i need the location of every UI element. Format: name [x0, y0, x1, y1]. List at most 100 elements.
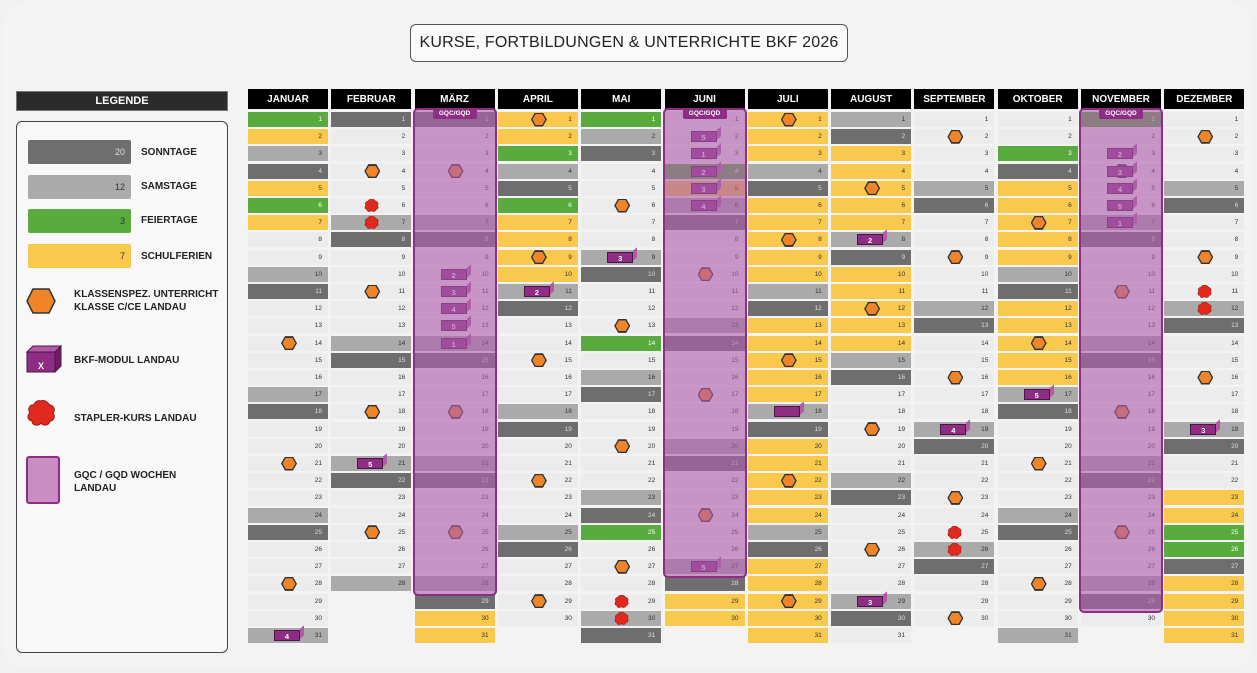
day-cell[interactable]: 21 — [664, 456, 745, 471]
day-cell[interactable]: 7 — [914, 215, 995, 231]
day-cell[interactable]: 3 — [747, 146, 828, 162]
day-cell[interactable]: 10 — [581, 266, 662, 282]
day-cell[interactable]: 23 — [497, 490, 578, 506]
day-cell[interactable]: 16 — [1081, 370, 1161, 385]
day-cell[interactable]: 24 — [497, 507, 578, 523]
day-cell[interactable]: 2 — [414, 129, 495, 145]
day-cell[interactable]: 16 — [747, 370, 828, 385]
day-cell[interactable]: 11 — [747, 284, 828, 299]
day-cell[interactable]: 9 — [331, 249, 412, 265]
day-cell[interactable]: 3 — [581, 146, 662, 162]
day-cell[interactable]: 5 — [581, 180, 662, 196]
day-cell[interactable]: 6 — [747, 198, 828, 213]
day-cell[interactable]: 17 — [747, 387, 828, 403]
day-cell[interactable]: 18 — [497, 404, 578, 420]
day-cell[interactable]: 14 — [747, 335, 828, 351]
day-cell[interactable]: 2 — [997, 129, 1078, 145]
day-cell[interactable]: 29 — [414, 593, 495, 609]
day-cell[interactable]: 10 — [747, 266, 828, 282]
day-cell[interactable]: 16 — [831, 370, 912, 385]
day-cell[interactable]: 22 — [664, 473, 745, 489]
day-cell[interactable]: 15 — [581, 352, 662, 368]
day-cell[interactable]: 20 — [1164, 438, 1245, 454]
day-cell[interactable]: 1 — [831, 112, 912, 127]
day-cell[interactable]: 16 — [331, 370, 412, 385]
day-cell[interactable]: 21 — [414, 456, 495, 471]
day-cell[interactable]: 30 — [414, 610, 495, 626]
day-cell[interactable]: 20 — [664, 438, 745, 454]
day-cell[interactable]: 8 — [497, 232, 578, 248]
day-cell[interactable]: 28 — [497, 576, 578, 592]
day-cell[interactable]: 27 — [414, 559, 495, 575]
day-cell[interactable]: 1 — [581, 112, 662, 127]
day-cell[interactable]: 19 — [331, 421, 412, 437]
day-cell[interactable]: 5 — [914, 180, 995, 196]
day-cell[interactable]: 19 — [581, 421, 662, 437]
day-cell[interactable]: 21 — [1164, 456, 1245, 471]
day-cell[interactable]: 28 — [914, 576, 995, 592]
day-cell[interactable]: 18 — [248, 404, 328, 420]
day-cell[interactable]: 16 — [581, 370, 662, 385]
day-cell[interactable]: 7 — [747, 215, 828, 231]
day-cell[interactable]: 12 — [497, 301, 578, 317]
day-cell[interactable]: 3 — [1164, 146, 1245, 162]
day-cell[interactable]: 3 — [997, 146, 1078, 162]
day-cell[interactable]: 21 — [581, 456, 662, 471]
day-cell[interactable]: 21 — [497, 456, 578, 471]
day-cell[interactable]: 28 — [414, 576, 495, 592]
day-cell[interactable]: 6 — [1164, 198, 1245, 213]
day-cell[interactable]: 19 — [997, 421, 1078, 437]
day-cell[interactable]: 1 — [997, 112, 1078, 127]
day-cell[interactable]: 27 — [747, 559, 828, 575]
day-cell[interactable]: 31 — [747, 628, 828, 643]
day-cell[interactable]: 23 — [1081, 490, 1161, 506]
day-cell[interactable]: 23 — [997, 490, 1078, 506]
day-cell[interactable]: 9 — [1081, 249, 1161, 265]
day-cell[interactable]: 13 — [831, 318, 912, 334]
day-cell[interactable]: 14 — [1164, 335, 1245, 351]
day-cell[interactable]: 26 — [248, 542, 328, 557]
day-cell[interactable]: 27 — [831, 559, 912, 575]
day-cell[interactable]: 14 — [497, 335, 578, 351]
day-cell[interactable]: 18 — [581, 404, 662, 420]
day-cell[interactable]: 6 — [497, 198, 578, 213]
day-cell[interactable]: 22 — [1164, 473, 1245, 489]
day-cell[interactable]: 9 — [831, 249, 912, 265]
day-cell[interactable]: 15 — [414, 352, 495, 368]
day-cell[interactable]: 30 — [497, 610, 578, 626]
day-cell[interactable]: 17 — [831, 387, 912, 403]
day-cell[interactable]: 24 — [747, 507, 828, 523]
day-cell[interactable]: 7 — [1164, 215, 1245, 231]
day-cell[interactable]: 8 — [331, 232, 412, 248]
day-cell[interactable]: 13 — [914, 318, 995, 334]
day-cell[interactable]: 7 — [581, 215, 662, 231]
day-cell[interactable]: 28 — [1081, 576, 1161, 592]
day-cell[interactable]: 31 — [831, 628, 912, 643]
day-cell[interactable]: 14 — [831, 335, 912, 351]
day-cell[interactable]: 19 — [747, 421, 828, 437]
day-cell[interactable]: 8 — [914, 232, 995, 248]
day-cell[interactable]: 8 — [414, 232, 495, 248]
day-cell[interactable]: 4 — [747, 163, 828, 179]
day-cell[interactable]: 30 — [1081, 610, 1161, 626]
day-cell[interactable]: 10 — [331, 266, 412, 282]
day-cell[interactable]: 3 — [248, 146, 328, 162]
day-cell[interactable]: 10 — [248, 266, 328, 282]
day-cell[interactable]: 26 — [331, 542, 412, 557]
day-cell[interactable]: 5 — [248, 180, 328, 196]
day-cell[interactable]: 27 — [1164, 559, 1245, 575]
day-cell[interactable]: 30 — [248, 610, 328, 626]
day-cell[interactable]: 4 — [497, 163, 578, 179]
day-cell[interactable]: 25 — [248, 524, 328, 540]
day-cell[interactable]: 7 — [248, 215, 328, 231]
day-cell[interactable]: 13 — [1164, 318, 1245, 334]
day-cell[interactable]: 2 — [831, 129, 912, 145]
day-cell[interactable]: 18 — [831, 404, 912, 420]
day-cell[interactable]: 29 — [248, 593, 328, 609]
day-cell[interactable]: 11 — [248, 284, 328, 299]
day-cell[interactable]: 24 — [331, 507, 412, 523]
day-cell[interactable]: 28 — [1164, 576, 1245, 592]
day-cell[interactable]: 23 — [747, 490, 828, 506]
day-cell[interactable]: 14 — [1081, 335, 1161, 351]
day-cell[interactable]: 13 — [497, 318, 578, 334]
